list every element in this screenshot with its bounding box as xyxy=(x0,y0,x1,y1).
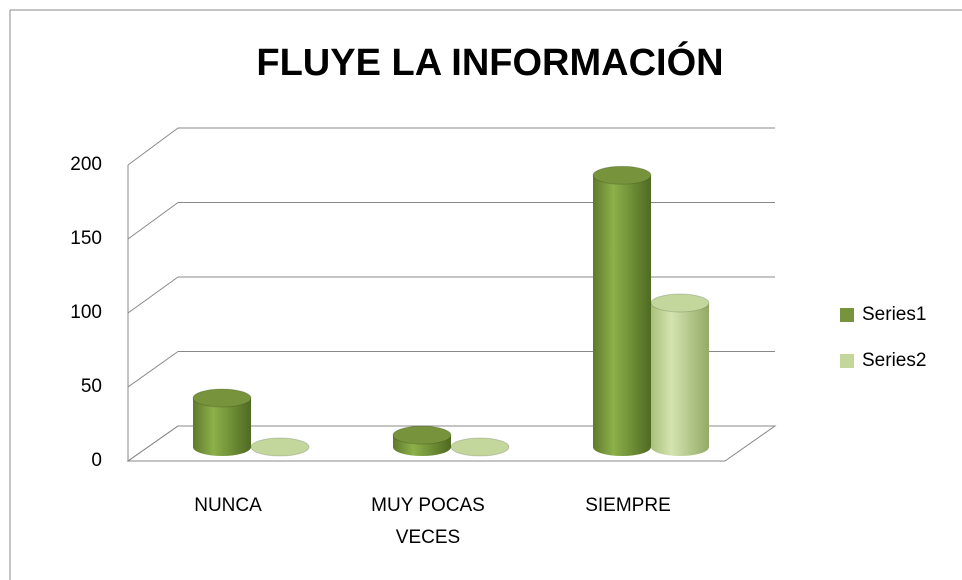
bar-top xyxy=(650,293,710,313)
grid-line xyxy=(127,202,179,240)
bar-top xyxy=(192,388,252,408)
bar-body xyxy=(193,397,251,456)
bar-body xyxy=(651,302,709,456)
y-tick-label: 50 xyxy=(81,376,102,397)
grid-line xyxy=(127,351,179,388)
grid-line xyxy=(127,127,179,166)
x-tick-label: NUNCA xyxy=(194,495,262,516)
bar xyxy=(192,388,252,456)
legend-swatch xyxy=(840,354,854,368)
x-tick-label: SIEMPRE xyxy=(585,495,671,516)
bar-body xyxy=(593,175,651,456)
y-tick-label: 100 xyxy=(70,302,102,323)
bar xyxy=(250,437,310,457)
bar-top xyxy=(392,425,452,445)
x-tick-label: MUY POCAS VECES xyxy=(371,495,485,548)
grid-line xyxy=(127,425,179,462)
y-tick-label: 200 xyxy=(70,154,102,175)
legend-swatch xyxy=(840,308,854,322)
bar-top xyxy=(250,437,310,457)
bar xyxy=(392,425,452,456)
grid-line xyxy=(127,276,179,314)
y-tick-label: 150 xyxy=(70,228,102,249)
bar xyxy=(650,293,710,456)
bar xyxy=(592,165,652,456)
legend-label: Series2 xyxy=(862,350,926,371)
bar-top xyxy=(450,437,510,457)
y-tick-label: 0 xyxy=(91,450,102,471)
bar-top xyxy=(592,165,652,185)
legend-label: Series1 xyxy=(862,304,926,325)
chart-title: FLUYE LA INFORMACIÓN xyxy=(256,40,723,84)
bar xyxy=(450,437,510,457)
